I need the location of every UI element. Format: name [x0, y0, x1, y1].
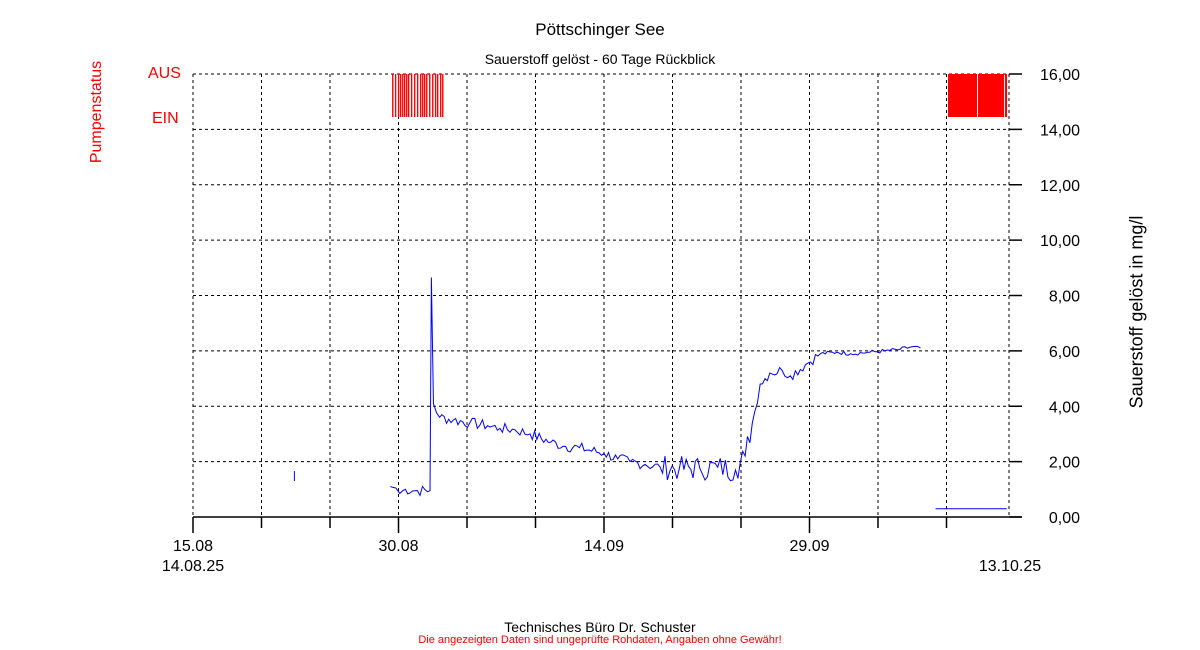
y-tick-label: 2,00: [1049, 455, 1080, 472]
pump-on-bar: [426, 74, 428, 117]
pump-on-bar: [440, 74, 442, 117]
pump-on-bar: [978, 74, 1005, 117]
y-tick-label: 10,00: [1040, 233, 1080, 250]
y-tick-label: 16,00: [1040, 67, 1080, 84]
y-tick-label: 12,00: [1040, 178, 1080, 195]
y-tick-label: 0,00: [1049, 510, 1080, 527]
pump-on-bar: [407, 74, 410, 117]
pump-on-bar: [410, 74, 413, 117]
pump-on-bar: [1004, 74, 1008, 117]
pump-on-bar: [429, 74, 431, 117]
range-start-label: 14.08.25: [162, 558, 224, 575]
pump-on-bar: [397, 74, 400, 117]
pump-on-bar: [423, 74, 426, 117]
oxygen-series-line: [390, 277, 921, 497]
y-tick-label: 4,00: [1049, 399, 1080, 416]
pump-on-bar: [434, 74, 437, 117]
pump-on-label: EIN: [152, 110, 179, 127]
pump-on-bar: [392, 74, 394, 117]
pump-on-bar: [413, 74, 416, 117]
pump-on-bar: [432, 74, 434, 117]
footer-disclaimer: Die angezeigten Daten sind ungeprüfte Ro…: [418, 634, 782, 646]
pump-on-bar: [403, 74, 406, 117]
pump-on-bar: [400, 74, 402, 117]
chart-subtitle: Sauerstoff gelöst - 60 Tage Rückblick: [484, 51, 716, 67]
x-tick-label: 14.09: [584, 538, 624, 555]
y-tick-label: 14,00: [1040, 122, 1080, 139]
x-tick-label: 15.08: [173, 538, 213, 555]
pump-on-bar: [416, 74, 419, 117]
y-tick-label: 8,00: [1049, 289, 1080, 306]
pump-on-bar: [394, 74, 397, 117]
pump-on-bar: [948, 74, 978, 117]
pump-on-bar: [420, 74, 422, 117]
pump-on-bar: [406, 74, 408, 117]
range-end-label: 13.10.25: [979, 558, 1041, 575]
pump-on-bar: [402, 74, 404, 117]
x-tick-label: 29.09: [789, 538, 829, 555]
pump-on-bar: [436, 74, 439, 117]
pump-on-bar: [422, 74, 424, 117]
chart-title: Pöttschinger See: [535, 20, 665, 39]
pump-off-label: AUS: [148, 65, 181, 82]
pump-on-bar: [442, 74, 444, 117]
footer-company: Technisches Büro Dr. Schuster: [504, 619, 696, 635]
y-tick-label: 6,00: [1049, 344, 1080, 361]
x-tick-label: 30.08: [378, 538, 418, 555]
